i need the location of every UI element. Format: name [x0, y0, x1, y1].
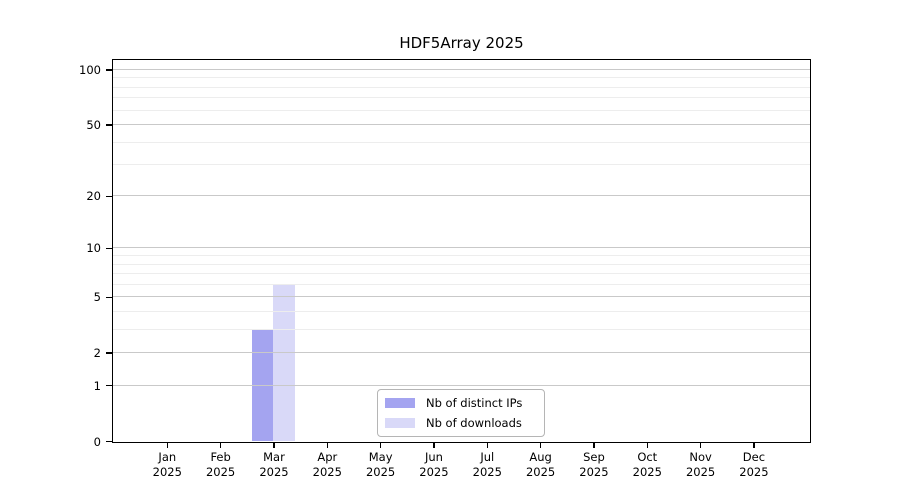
- legend-label-downloads: Nb of downloads: [426, 416, 522, 430]
- gridline-major: [113, 384, 810, 386]
- y-tick-label: 100: [79, 63, 101, 77]
- gridline-minor: [113, 77, 810, 79]
- y-tick-label: 50: [86, 118, 101, 132]
- legend: Nb of distinct IPs Nb of downloads: [377, 389, 545, 437]
- y-tick-label: 20: [86, 189, 101, 204]
- y-tick-mark: [105, 124, 113, 126]
- x-tick-label-month: Nov: [689, 450, 712, 464]
- x-tick-mark: [379, 443, 382, 448]
- x-tick-label: Aug 2025: [509, 450, 573, 480]
- gridline-minor: [113, 273, 810, 275]
- x-tick-label-year: 2025: [632, 465, 662, 479]
- x-tick-mark: [433, 443, 435, 448]
- legend-swatch-downloads-icon: [385, 417, 415, 429]
- gridline-major: [113, 69, 810, 70]
- y-tick-label: 2: [93, 346, 101, 361]
- legend-item-downloads: Nb of downloads: [378, 416, 544, 430]
- gridline-minor: [113, 141, 810, 143]
- y-tick-label: 0: [93, 434, 101, 449]
- x-tick-label-month: Aug: [529, 450, 552, 464]
- bar-downloads: [273, 284, 295, 441]
- x-tick-label-month: Apr: [317, 450, 338, 464]
- gridline-minor: [113, 164, 810, 166]
- x-tick-label: Jun 2025: [402, 450, 466, 480]
- x-tick-label: Oct 2025: [615, 450, 679, 480]
- x-tick-label-year: 2025: [472, 465, 502, 479]
- gridline-minor: [113, 328, 810, 330]
- x-tick-mark: [273, 443, 275, 448]
- x-tick-mark: [219, 443, 222, 448]
- y-tick-mark: [105, 440, 113, 443]
- gridline-major: [113, 124, 810, 125]
- legend-label-distinct-ips: Nb of distinct IPs: [426, 396, 523, 410]
- x-tick-label-month: Dec: [742, 450, 766, 464]
- x-tick-label-month: Jul: [480, 450, 495, 464]
- gridline-minor: [113, 310, 810, 312]
- x-tick-mark: [646, 443, 648, 448]
- x-tick-label: Dec 2025: [722, 450, 786, 480]
- gridline-minor: [113, 263, 810, 265]
- x-tick-label: Jan 2025: [135, 450, 199, 480]
- x-tick-label-year: 2025: [365, 465, 396, 479]
- x-tick-label-year: 2025: [579, 465, 609, 479]
- gridline-major: [113, 296, 810, 298]
- x-tick-label-month: Mar: [263, 450, 285, 464]
- y-tick-label: 10: [86, 241, 101, 256]
- x-tick-label: May 2025: [349, 450, 413, 480]
- x-tick-mark: [753, 443, 755, 448]
- gridline-minor: [113, 86, 810, 88]
- x-tick-label-year: 2025: [739, 465, 769, 479]
- plot-area: [112, 59, 811, 443]
- y-tick-mark: [105, 352, 113, 354]
- x-tick-label: Sep 2025: [562, 450, 626, 480]
- y-tick-mark: [105, 296, 113, 298]
- x-tick-mark: [166, 443, 168, 448]
- gridline-minor: [113, 109, 810, 111]
- x-tick-label-month: Oct: [637, 450, 658, 464]
- gridline-minor: [113, 283, 810, 285]
- x-tick-label-year: 2025: [525, 465, 556, 479]
- y-tick-mark: [105, 247, 113, 250]
- y-tick-mark: [105, 385, 113, 387]
- x-tick-label-month: Feb: [210, 450, 231, 464]
- x-tick-mark: [699, 443, 702, 448]
- x-tick-label: Nov 2025: [669, 450, 733, 480]
- x-tick-label-year: 2025: [312, 465, 342, 479]
- x-tick-mark: [539, 443, 542, 448]
- y-tick-label: 5: [93, 290, 101, 305]
- legend-swatch-distinct-ips-icon: [385, 397, 415, 409]
- x-tick-mark: [486, 443, 488, 448]
- gridline-major: [113, 195, 810, 197]
- chart-title: HDF5Array 2025: [399, 34, 524, 52]
- x-tick-label-month: May: [368, 450, 393, 464]
- x-tick-label-year: 2025: [152, 465, 182, 479]
- x-tick-label: Jul 2025: [455, 450, 519, 480]
- x-tick-mark: [593, 443, 595, 448]
- gridline-major: [113, 247, 810, 249]
- x-tick-label: Feb 2025: [189, 450, 253, 480]
- gridline-minor: [113, 255, 810, 257]
- x-tick-label-year: 2025: [205, 465, 236, 479]
- x-tick-label-month: Sep: [583, 450, 605, 464]
- x-tick-label: Mar 2025: [242, 450, 306, 480]
- legend-item-distinct-ips: Nb of distinct IPs: [378, 396, 544, 410]
- x-tick-mark: [326, 443, 328, 448]
- y-tick-label: 1: [93, 378, 101, 393]
- x-tick-label-year: 2025: [685, 465, 716, 479]
- gridline-major: [113, 352, 810, 354]
- x-tick-label-month: Jun: [424, 450, 443, 464]
- y-tick-mark: [105, 195, 113, 198]
- x-tick-label-year: 2025: [419, 465, 449, 479]
- x-tick-label: Apr 2025: [295, 450, 359, 480]
- x-tick-label-year: 2025: [259, 465, 289, 479]
- gridline-minor: [113, 97, 810, 99]
- x-tick-label-month: Jan: [158, 450, 177, 464]
- y-tick-mark: [105, 69, 113, 71]
